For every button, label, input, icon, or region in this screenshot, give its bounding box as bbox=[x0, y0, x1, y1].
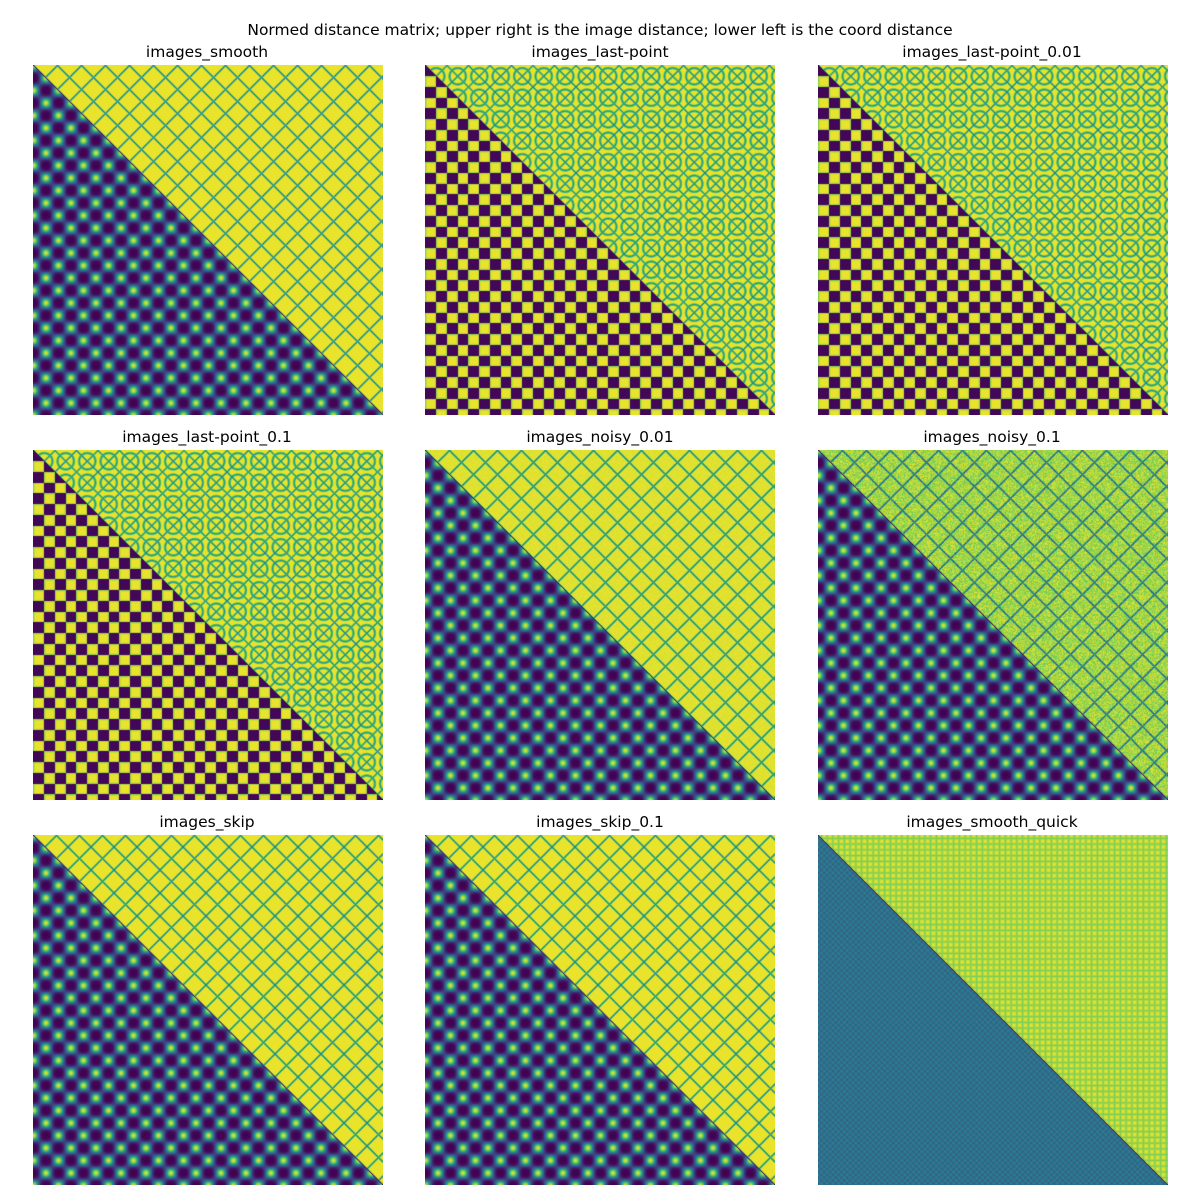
heatmap-images-noisy-0-01 bbox=[425, 450, 775, 800]
heatmap-images-smooth bbox=[33, 65, 383, 415]
heatmap-images-last-point-0-01 bbox=[818, 65, 1168, 415]
panel-title: images_last-point_0.1 bbox=[122, 428, 292, 446]
panel-title: images_last-point_0.01 bbox=[902, 43, 1082, 61]
heatmap-images-smooth-quick bbox=[818, 835, 1168, 1185]
panel-title: images_smooth bbox=[145, 43, 269, 61]
panel-title: images_noisy_0.01 bbox=[526, 428, 674, 446]
figure-suptitle: Normed distance matrix; upper right is t… bbox=[247, 21, 953, 39]
panel-title: images_skip bbox=[159, 813, 255, 831]
heatmap-images-skip bbox=[33, 835, 383, 1185]
panel-title: images_noisy_0.1 bbox=[923, 428, 1061, 446]
heatmap-images-skip-0-1 bbox=[425, 835, 775, 1185]
heatmap-images-last-point-0-1 bbox=[33, 450, 383, 800]
heatmap-images-noisy-0-1 bbox=[818, 450, 1168, 800]
panel-title: images_smooth_quick bbox=[906, 813, 1078, 831]
heatmap-images-last-point bbox=[425, 65, 775, 415]
panel-title: images_last-point bbox=[531, 43, 669, 61]
panel-title: images_skip_0.1 bbox=[536, 813, 664, 831]
